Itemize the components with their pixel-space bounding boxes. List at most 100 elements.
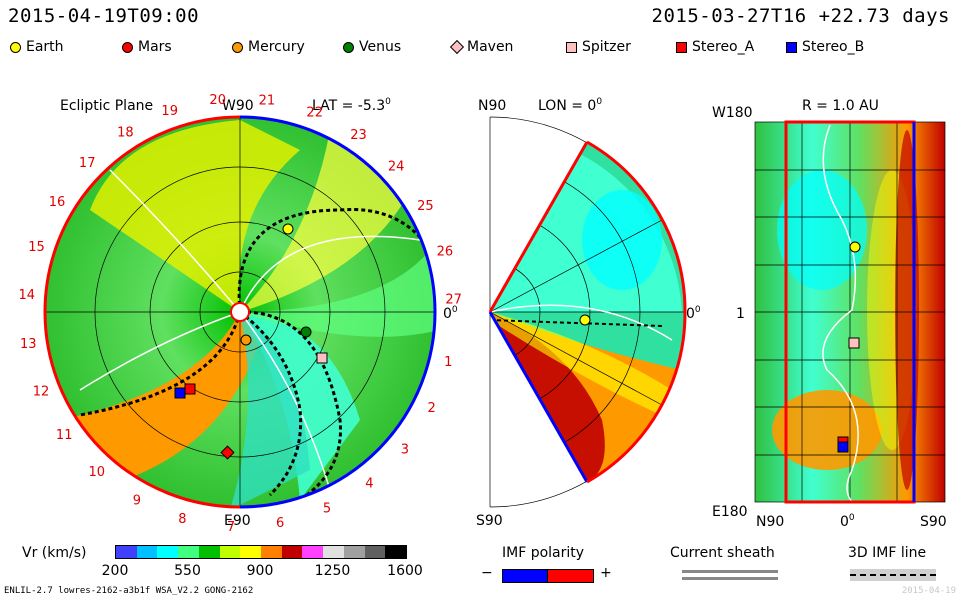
colorbar-segment [240, 546, 262, 558]
spitzer-marker [848, 337, 860, 349]
stereo-b-icon [786, 41, 797, 53]
imf-line-swatch [850, 569, 936, 581]
lonlat-bottom-s: S90 [920, 514, 947, 530]
meridional-bottom-label: S90 [476, 513, 503, 529]
colorbar-segment [219, 546, 241, 558]
maven-marker [220, 445, 235, 460]
legend-item-maven: Maven [449, 39, 514, 55]
rim-number: 14 [19, 288, 36, 303]
spitzer-icon [566, 41, 577, 53]
rim-number: 17 [79, 156, 96, 171]
rim-number: 9 [133, 494, 141, 509]
colorbar-segment [116, 546, 137, 558]
lonlat-top-left: W180 [712, 105, 753, 121]
legend-item-earth: Earth [10, 39, 64, 55]
stereo-a-icon [676, 41, 687, 53]
colorbar-tick: 1600 [387, 563, 423, 579]
rim-number: 12 [33, 385, 50, 400]
sun-icon [230, 302, 250, 322]
meridional-lon: LON = 00 [538, 97, 602, 114]
imf-plus-label: + [600, 565, 612, 581]
colorbar-tick: 900 [246, 563, 274, 579]
colorbar-segment [157, 546, 179, 558]
spitzer-marker [316, 352, 328, 364]
stereo-b-marker [174, 387, 186, 399]
ecliptic-right-label: 00 [443, 305, 458, 322]
rim-number: 8 [178, 512, 186, 527]
ecliptic-bottom-label: E90 [224, 513, 251, 529]
colorbar [115, 545, 407, 559]
meridional-top-label: N90 [478, 98, 506, 114]
colorbar-ticks: 200 550 900 1250 1600 [102, 563, 423, 581]
rim-number: 3 [401, 442, 409, 457]
earth-marker [282, 223, 294, 235]
legend-label: Stereo_A [692, 39, 755, 55]
rim-number: 11 [56, 428, 73, 443]
rim-number: 21 [259, 94, 276, 109]
legend-label: Stereo_B [802, 39, 865, 55]
imf-negative-swatch [502, 569, 549, 583]
footer-model-info: ENLIL-2.7 lowres-2162-a3b1f WSA_V2.2 GON… [4, 586, 254, 596]
colorbar-segment [178, 546, 199, 558]
legend-label: Venus [359, 39, 402, 55]
legend-label: Mercury [248, 39, 305, 55]
rim-number: 7 [227, 520, 235, 535]
rim-number: 19 [161, 104, 178, 119]
model-time: 2015-04-19T09:00 [8, 5, 200, 27]
lonlat-panel: R = 1.0 AU W180 1 E180 N90 00 S90 [712, 98, 947, 530]
stereo-a-marker [184, 383, 196, 395]
rim-number: 2 [428, 401, 436, 416]
colorbar-segment [302, 546, 324, 558]
lonlat-mid-left: 1 [736, 306, 745, 322]
colorbar-label: Vr (km/s) [22, 545, 87, 561]
colorbar-tick: 200 [101, 563, 129, 579]
legend-item-stereo-b: Stereo_B [786, 39, 864, 55]
legend-item-mars: Mars [122, 39, 172, 55]
rim-number: 20 [209, 93, 226, 108]
run-time: 2015-03-27T16 +22.73 days [651, 5, 950, 27]
lonlat-bottom-left: E180 [712, 504, 748, 520]
meridional-right-label: 00 [686, 305, 701, 322]
mars-icon [122, 41, 133, 53]
imf-line-label: 3D IMF line [848, 545, 927, 561]
colorbar-tick: 1250 [314, 563, 351, 579]
imf-positive-swatch [547, 569, 594, 583]
colorbar-segment [385, 546, 407, 558]
rim-number: 26 [437, 244, 454, 259]
rim-number: 23 [350, 128, 367, 143]
colorbar-segment [198, 546, 220, 558]
footer-date: 2015-04-19 [901, 586, 956, 596]
mercury-marker [240, 334, 252, 346]
maven-icon [449, 39, 465, 55]
lonlat-bottom-mid: 00 [840, 513, 855, 530]
legend-label: Maven [467, 39, 514, 55]
stereo-b-marker [837, 441, 849, 453]
venus-icon [343, 41, 354, 53]
legend-label: Spitzer [582, 39, 631, 55]
rim-number: 5 [323, 502, 331, 517]
rim-number: 4 [365, 477, 373, 492]
colorbar-segment [136, 546, 158, 558]
legend-item-mercury: Mercury [232, 39, 305, 55]
rim-number: 13 [20, 337, 37, 352]
ecliptic-top-label: W90 [222, 98, 254, 114]
earth-marker [579, 314, 591, 326]
rim-number: 1 [444, 355, 452, 370]
ecliptic-panel: Ecliptic Plane W90 LAT = -5.30 E90 00 12… [19, 93, 462, 535]
legend-item-spitzer: Spitzer [566, 39, 631, 55]
earth-marker [849, 241, 861, 253]
rim-number: 15 [28, 240, 45, 255]
earth-icon [10, 41, 21, 53]
colorbar-segment [323, 546, 344, 558]
colorbar-segment [343, 546, 365, 558]
rim-number: 16 [49, 195, 66, 210]
lonlat-title: R = 1.0 AU [802, 98, 879, 114]
legend-item-venus: Venus [343, 39, 401, 55]
legend-item-stereo-a: Stereo_A [676, 39, 754, 55]
rim-number: 22 [306, 106, 323, 121]
rim-number: 18 [117, 125, 134, 140]
rim-number: 10 [89, 465, 106, 480]
colorbar-segment [281, 546, 303, 558]
colorbar-tick: 550 [174, 563, 201, 579]
